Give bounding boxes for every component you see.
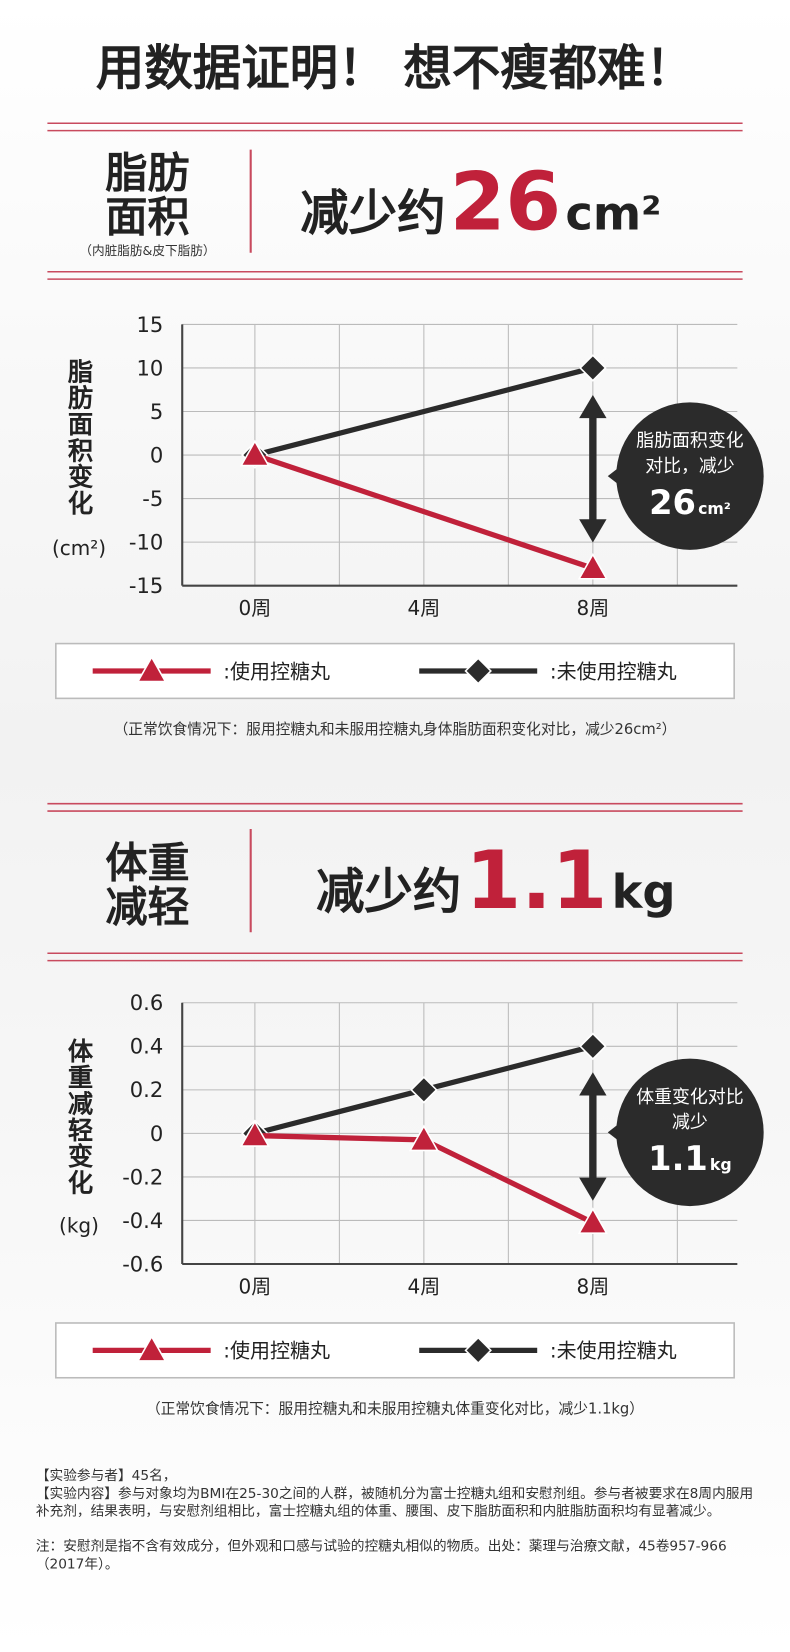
y-tick-label: 0 — [150, 442, 163, 467]
y-axis-label: 脂肪面积变化 — [64, 358, 93, 516]
footer: 【实验参与者】45名， 【实验内容】参与对象均为BMI在25-30之间的人群，被… — [36, 1467, 756, 1573]
headline-value: 1.1 — [466, 834, 608, 927]
bubble-value: 1.1 — [648, 1139, 708, 1178]
footer-note: 注：安慰剂是指不含有效成分，但外观和口感与试验的控糖丸相似的物质。出处：薬理与治… — [35, 1538, 727, 1573]
y-tick-label: 0 — [150, 1121, 163, 1146]
y-tick-label: -0.4 — [122, 1208, 163, 1233]
y-axis-unit: (cm²) — [52, 536, 106, 560]
x-tick-label: 8周 — [576, 596, 609, 620]
triangle-marker — [239, 439, 270, 467]
triangle-marker — [577, 1207, 608, 1234]
y-tick-label: 0.6 — [130, 990, 163, 1015]
range-arrow-head — [579, 1177, 607, 1201]
footer-line: 【实验内容】参与对象均为BMI在25-30之间的人群，被随机分为富士控糖丸组和安… — [35, 1486, 754, 1520]
bubble-text: 对比，减少 — [645, 456, 735, 477]
y-tick-label: 5 — [150, 399, 163, 424]
triangle-marker — [408, 1124, 439, 1152]
diamond-marker — [579, 1032, 607, 1061]
legend-label: :未使用控糖丸 — [550, 659, 677, 683]
x-tick-label: 8周 — [576, 1274, 609, 1298]
chart-note: （正常饮食情况下：服用控糖丸和未服用控糖丸体重变化对比，减少1.1kg） — [146, 1401, 644, 1418]
range-arrow-head — [579, 394, 607, 419]
y-tick-label: -0.6 — [122, 1251, 163, 1276]
bubble — [616, 402, 764, 550]
diamond-marker — [410, 1076, 438, 1104]
triangle-marker — [577, 552, 608, 580]
diamond-marker — [464, 1336, 492, 1365]
section-label: 体重 — [105, 838, 189, 887]
headline-prefix: 减少约 — [316, 864, 461, 920]
section-sublabel: （内脏脂肪&皮下脂肪） — [79, 243, 215, 258]
series-line — [254, 452, 594, 571]
headline: 减少约26cm² — [300, 156, 661, 249]
triangle-marker — [239, 1120, 270, 1147]
bubble-value-text: 26 cm² — [649, 483, 731, 522]
legend-label: :未使用控糖丸 — [550, 1339, 677, 1363]
y-tick-label: -15 — [129, 573, 163, 598]
diamond-marker — [464, 657, 492, 685]
bubble-text: 减少 — [672, 1112, 708, 1133]
y-tick-label: -5 — [142, 486, 163, 511]
y-tick-label: 10 — [136, 355, 163, 380]
bubble-unit: cm² — [698, 499, 731, 518]
y-tick-label: -10 — [129, 529, 163, 554]
bubble-value: 26 — [649, 483, 696, 522]
y-tick-label: 15 — [136, 312, 163, 337]
headline-value: 26 — [450, 156, 561, 249]
legend-box — [55, 642, 735, 700]
bubble-unit: kg — [710, 1155, 732, 1174]
triangle-marker — [136, 1335, 167, 1362]
chart-note: （正常饮食情况下：服用控糖丸和未服用控糖丸身体脂肪面积变化对比，减少26cm²） — [114, 721, 677, 738]
range-arrow-head — [579, 519, 607, 543]
bubble-text: 体重变化对比 — [636, 1087, 743, 1108]
y-tick-label: -0.2 — [122, 1164, 163, 1189]
x-tick-label: 4周 — [408, 1274, 441, 1298]
bubble-value-text: 1.1 kg — [648, 1139, 732, 1178]
x-tick-label: 4周 — [408, 596, 441, 620]
bubble-text: 脂肪面积变化 — [636, 431, 743, 452]
y-tick-label: 0.4 — [130, 1034, 163, 1059]
legend-label: :使用控糖丸 — [223, 659, 330, 683]
headline-prefix: 减少约 — [300, 186, 445, 242]
legend-label: :使用控糖丸 — [223, 1339, 330, 1363]
triangle-marker — [136, 655, 167, 683]
headline-unit: cm² — [565, 187, 661, 241]
footer-line: 【实验参与者】45名， — [35, 1468, 177, 1485]
section-label: 减轻 — [105, 883, 189, 932]
headline: 减少约1.1kg — [316, 834, 676, 927]
x-tick-label: 0周 — [239, 1274, 272, 1298]
bubble — [616, 1058, 764, 1207]
series-line — [254, 365, 594, 458]
headline-unit: kg — [612, 865, 676, 919]
page-title: 用数据证明！ 想不瘦都难！ — [96, 40, 694, 96]
x-tick-label: 0周 — [239, 596, 272, 620]
range-arrow-head — [579, 1072, 607, 1096]
section-label: 脂肪 — [105, 148, 189, 197]
section-label: 面积 — [105, 193, 189, 242]
diamond-marker — [579, 354, 607, 382]
y-tick-label: 0.2 — [130, 1077, 163, 1102]
y-axis-unit: (kg) — [59, 1213, 99, 1237]
y-axis-label: 体重减轻变化 — [64, 1038, 93, 1196]
